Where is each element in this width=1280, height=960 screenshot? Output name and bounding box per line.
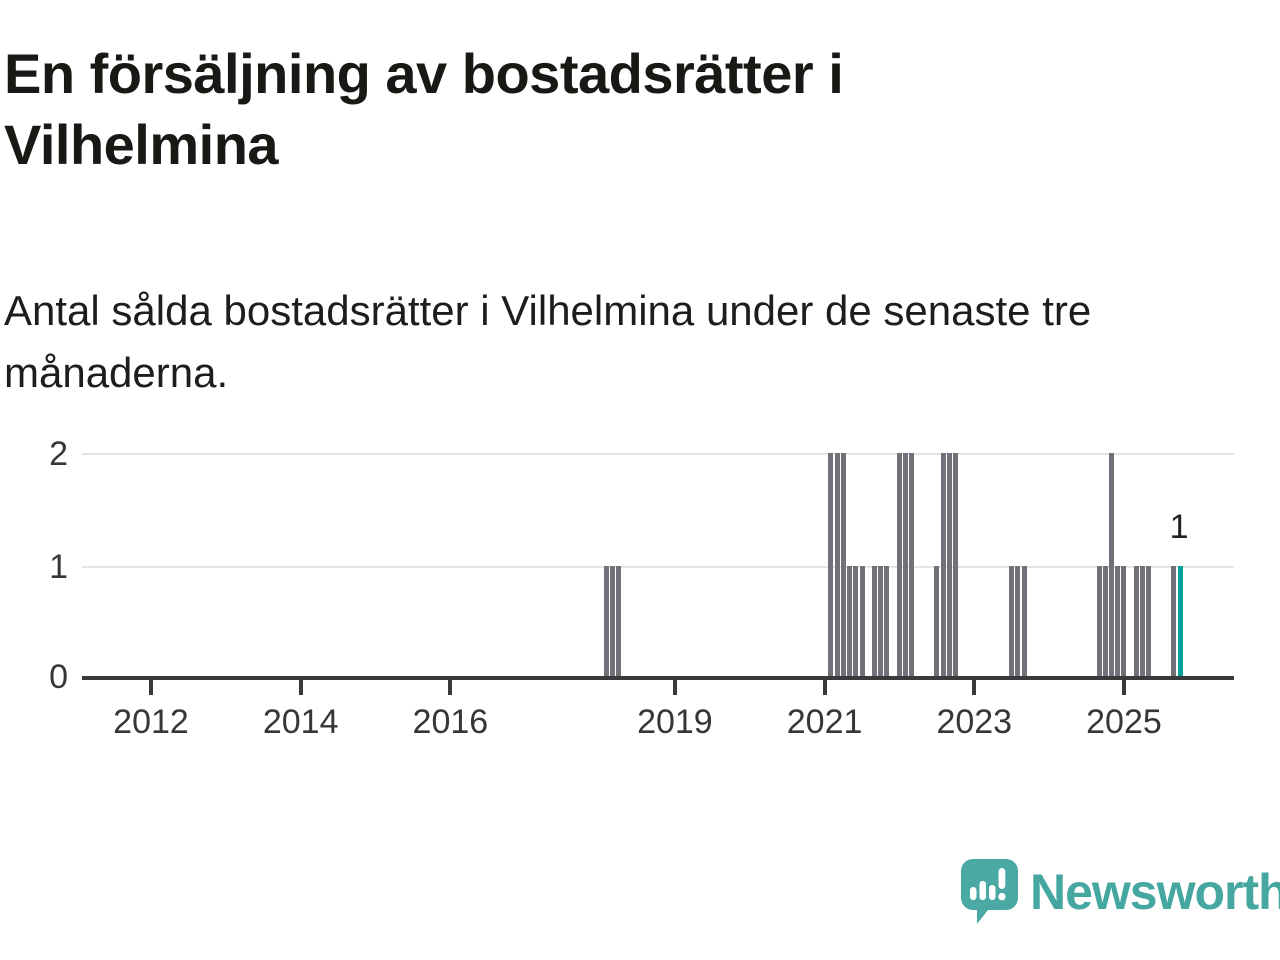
bar-2022-07 — [934, 566, 940, 676]
bar-2022-09 — [946, 453, 952, 676]
newsworthy-wordmark: Newsworthy — [1030, 864, 1280, 920]
chart-subtitle: Antal sålda bostadsrätter i Vilhelmina u… — [4, 287, 1092, 396]
page-title: En försäljning av bostadsrätter i Vilhel… — [4, 42, 844, 176]
bar-value-label-2025-10: 1 — [1169, 508, 1189, 546]
x-tick-2012 — [149, 680, 153, 695]
bar-2022-03 — [909, 453, 915, 676]
bar-2021-09 — [871, 566, 877, 676]
x-axis-label-2019: 2019 — [637, 703, 713, 741]
bar-2025-09 — [1171, 566, 1177, 676]
x-tick-2025 — [1121, 680, 1126, 695]
y-axis-label-0: 0 — [49, 658, 68, 696]
x-axis-label-2021: 2021 — [786, 703, 863, 741]
bar-2025-04 — [1140, 566, 1146, 676]
bar-2025-01 — [1121, 566, 1127, 676]
x-axis-label-2014: 2014 — [262, 703, 339, 741]
x-axis-label-2016: 2016 — [412, 703, 489, 741]
bar-2024-09 — [1096, 566, 1102, 676]
bar-2021-10 — [878, 566, 884, 676]
y-axis-label-1: 1 — [49, 548, 68, 586]
bar-2025-05 — [1146, 566, 1152, 676]
gridline-y2 — [82, 453, 1234, 455]
x-tick-2014 — [298, 680, 303, 695]
bar-2021-11 — [884, 566, 890, 676]
bar-2025-10 — [1177, 566, 1183, 676]
gridline-y1 — [82, 566, 1234, 568]
x-axis-label-2025: 2025 — [1086, 703, 1162, 741]
bar-2018-03 — [610, 566, 616, 676]
bar-2025-03 — [1133, 566, 1139, 676]
bar-2021-02 — [828, 453, 834, 676]
bar-2022-08 — [940, 453, 946, 676]
bar-2024-10 — [1102, 566, 1108, 676]
bar-2022-01 — [896, 453, 902, 676]
x-tick-2021 — [822, 680, 827, 695]
newsworthy-logo-icon — [960, 858, 1020, 930]
bar-2023-07 — [1009, 566, 1015, 676]
bar-2021-06 — [853, 566, 859, 676]
bar-2021-03 — [834, 453, 840, 676]
x-tick-2023 — [972, 680, 977, 695]
bar-2022-02 — [903, 453, 909, 676]
y-axis-label-2: 2 — [49, 435, 68, 473]
bar-2023-08 — [1015, 566, 1021, 676]
bar-2021-04 — [840, 453, 846, 676]
x-axis-line — [82, 676, 1234, 680]
bar-2018-02 — [603, 566, 609, 676]
bar-2023-09 — [1021, 566, 1027, 676]
x-axis-label-2012: 2012 — [113, 703, 189, 741]
bar-2018-04 — [616, 566, 622, 676]
bar-2024-11 — [1108, 453, 1114, 676]
x-axis-label-2023: 2023 — [936, 703, 1013, 741]
bar-2021-07 — [859, 566, 865, 676]
bar-2021-05 — [847, 566, 853, 676]
bar-2024-12 — [1115, 566, 1121, 676]
bar-2022-10 — [953, 453, 959, 676]
x-tick-2016 — [448, 680, 453, 695]
x-tick-2019 — [672, 680, 677, 695]
